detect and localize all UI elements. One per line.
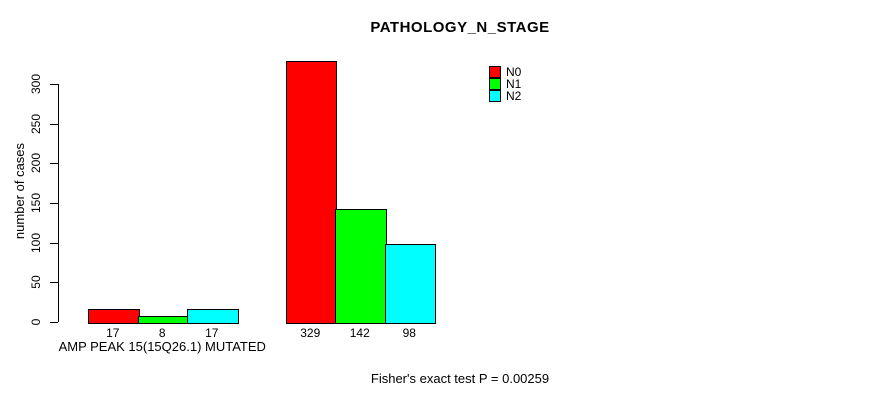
bar-value-label: 329 <box>300 326 321 340</box>
legend-item-n0: N0 <box>489 66 521 78</box>
y-axis-label: number of cases <box>12 142 27 240</box>
y-tick-mark <box>50 163 58 165</box>
legend: N0 N1 N2 <box>489 66 521 102</box>
legend-label: N1 <box>506 77 522 91</box>
y-tick-mark <box>50 242 58 244</box>
bar-n1-group1 <box>137 315 189 324</box>
bar-n1-group2 <box>335 209 387 324</box>
y-tick-label: 50 <box>29 275 43 290</box>
bar-n2-group1 <box>187 308 239 324</box>
y-tick-label: 300 <box>29 73 43 95</box>
legend-label: N2 <box>506 89 522 103</box>
chart-title: PATHOLOGY_N_STAGE <box>370 19 550 36</box>
legend-item-n2: N2 <box>489 90 521 102</box>
bar-n2-group2 <box>384 244 436 324</box>
bar-value-label: 8 <box>158 326 166 340</box>
y-axis-line <box>58 84 59 322</box>
bar-value-label: 17 <box>205 326 219 340</box>
y-tick-mark <box>50 203 58 204</box>
bar-value-label: 142 <box>349 326 370 340</box>
legend-swatch-n0 <box>489 66 501 78</box>
legend-label: N0 <box>506 65 522 79</box>
y-tick-label: 0 <box>29 318 43 326</box>
y-tick-label: 100 <box>29 232 43 253</box>
legend-swatch-n2 <box>489 90 501 102</box>
y-tick-label: 150 <box>29 192 43 214</box>
bar-value-label: 17 <box>106 326 120 340</box>
bar-n0-group1 <box>88 308 140 324</box>
y-tick-label: 200 <box>29 153 43 174</box>
y-tick-mark <box>50 322 58 323</box>
y-tick-label: 250 <box>29 113 43 134</box>
y-tick-mark <box>50 84 58 85</box>
legend-swatch-n1 <box>489 78 501 90</box>
legend-item-n1: N1 <box>489 78 521 90</box>
y-tick-mark <box>50 282 58 284</box>
bar-n0-group2 <box>285 60 337 324</box>
bar-value-label: 98 <box>402 326 416 340</box>
x-group-label: AMP PEAK 15(15Q26.1) MUTATED <box>58 339 266 354</box>
pvalue-annotation: Fisher's exact test P = 0.00259 <box>370 371 550 386</box>
y-tick-mark <box>50 123 58 125</box>
